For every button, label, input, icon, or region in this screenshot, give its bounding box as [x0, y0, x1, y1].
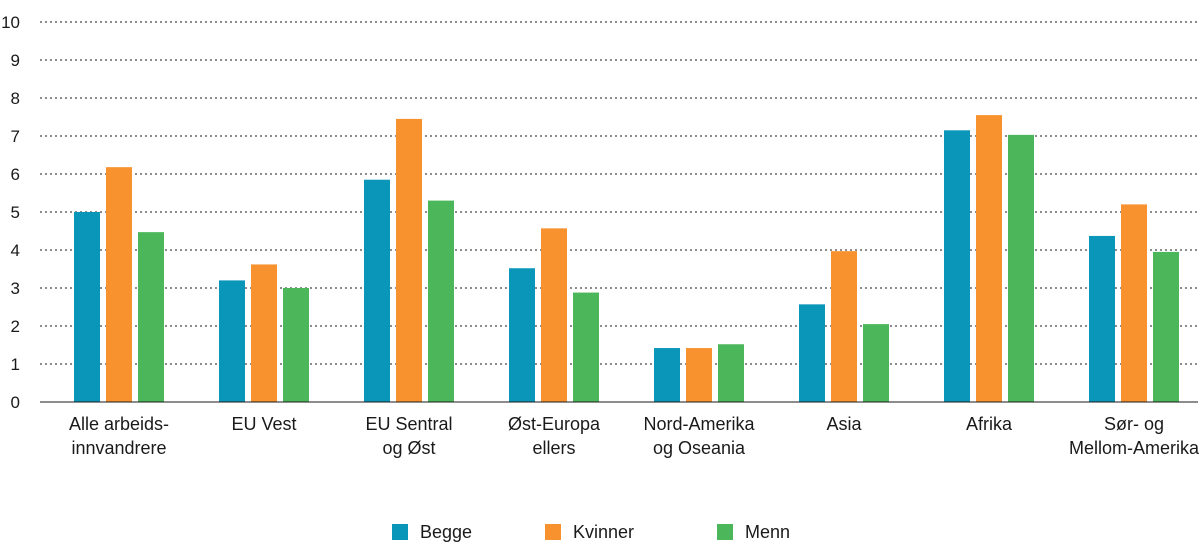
- bar-begge-2: [364, 179, 390, 402]
- bar-kvinner-2: [396, 118, 422, 403]
- bar-begge-5: [799, 304, 825, 402]
- bars: [74, 115, 1179, 403]
- legend-label: Menn: [745, 522, 790, 542]
- y-tick-label: 2: [11, 317, 20, 336]
- x-category-label-line: Afrika: [966, 414, 1013, 434]
- bar-begge-3: [509, 268, 535, 402]
- legend: Begge Kvinner Menn: [392, 522, 790, 542]
- x-category-label-line: Mellom-Amerika: [1069, 438, 1200, 458]
- legend-swatch: [392, 524, 408, 540]
- x-category-label-line: EU Vest: [231, 414, 296, 434]
- bar-kvinner-4: [686, 348, 712, 402]
- x-category-label-line: Nord-Amerika: [643, 414, 755, 434]
- y-tick-label: 7: [11, 127, 20, 146]
- legend-item-begge: Begge: [392, 522, 472, 542]
- x-category-label-line: innvandrere: [71, 438, 166, 458]
- x-category-label: Asia: [826, 414, 862, 434]
- legend-item-menn: Menn: [717, 522, 790, 542]
- gridlines: [40, 21, 1198, 365]
- y-tick-label: 10: [1, 13, 20, 32]
- bar-menn-0: [138, 232, 164, 402]
- x-category-label: EU Sentral og Øst: [365, 414, 452, 458]
- y-tick-label: 8: [11, 89, 20, 108]
- x-category-label-line: ellers: [532, 438, 575, 458]
- x-category-label-line: Asia: [826, 414, 862, 434]
- bar-begge-7: [1089, 235, 1115, 402]
- x-category-label-line: og Oseania: [653, 438, 746, 458]
- bar-kvinner-7: [1121, 204, 1147, 402]
- bar-kvinner-3: [541, 228, 567, 402]
- x-category-label: EU Vest: [231, 414, 296, 434]
- x-category-label-line: Øst-Europa: [508, 414, 601, 434]
- legend-label: Kvinner: [573, 522, 634, 542]
- x-axis-labels: Alle arbeids-innvandrere EU Vest EU Sentra…: [69, 414, 1200, 458]
- y-tick-label: 6: [11, 165, 20, 184]
- y-tick-label: 3: [11, 279, 20, 298]
- bar-begge-4: [654, 348, 680, 402]
- legend-swatch: [717, 524, 733, 540]
- bar-kvinner-5: [831, 251, 857, 402]
- x-category-label-line: Alle arbeids-: [69, 414, 169, 434]
- bar-menn-7: [1153, 251, 1179, 402]
- bar-menn-3: [573, 292, 599, 402]
- x-category-label: Øst-Europa ellers: [508, 414, 601, 458]
- y-tick-label: 5: [11, 203, 20, 222]
- legend-item-kvinner: Kvinner: [545, 522, 634, 542]
- x-category-label-line: og Øst: [382, 438, 435, 458]
- legend-swatch: [545, 524, 561, 540]
- x-category-label-line: Sør- og: [1104, 414, 1164, 434]
- bar-kvinner-6: [976, 115, 1002, 402]
- bar-menn-4: [718, 344, 744, 402]
- bar-begge-0: [74, 212, 100, 402]
- bar-menn-5: [863, 324, 889, 402]
- bar-menn-6: [1008, 134, 1034, 403]
- x-category-label: Nord-Amerika og Oseania: [643, 414, 755, 458]
- x-category-label-line: EU Sentral: [365, 414, 452, 434]
- x-category-label: Sør- og Mellom-Amerika: [1069, 414, 1200, 458]
- bar-menn-2: [428, 200, 454, 402]
- bar-menn-1: [283, 288, 309, 402]
- y-tick-label: 0: [11, 393, 20, 412]
- y-tick-label: 4: [11, 241, 20, 260]
- y-tick-label: 1: [11, 355, 20, 374]
- x-category-label: Afrika: [966, 414, 1013, 434]
- x-category-label: Alle arbeids-innvandrere: [69, 414, 169, 458]
- bar-begge-1: [219, 280, 245, 402]
- legend-label: Begge: [420, 522, 472, 542]
- bar-begge-6: [944, 130, 970, 403]
- bar-kvinner-1: [251, 264, 277, 402]
- y-tick-label: 9: [11, 51, 20, 70]
- y-axis-ticks: 0 1 2 3 4 5 6 7 8 9 10: [1, 13, 20, 412]
- bar-kvinner-0: [106, 167, 132, 402]
